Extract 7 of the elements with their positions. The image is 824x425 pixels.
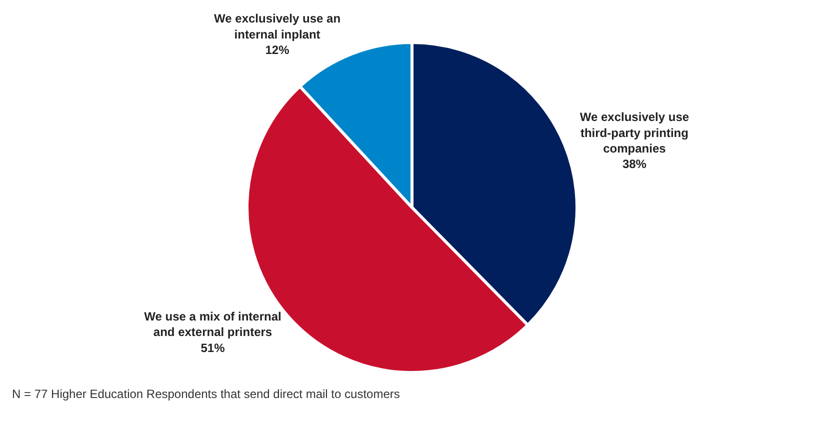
data-label: 51% — [200, 340, 226, 355]
slice-label: We exclusively use third-party printing companies — [580, 110, 690, 156]
data-label: 12% — [265, 42, 290, 57]
slice-label: We use a mix of internal and external printers — [144, 310, 282, 340]
data-label: 38% — [622, 156, 647, 171]
text: N = 77 Higher Education Respondents that send direct mail to customers — [12, 387, 400, 401]
slice-label: We exclusively use an internal inplant — [214, 12, 341, 42]
